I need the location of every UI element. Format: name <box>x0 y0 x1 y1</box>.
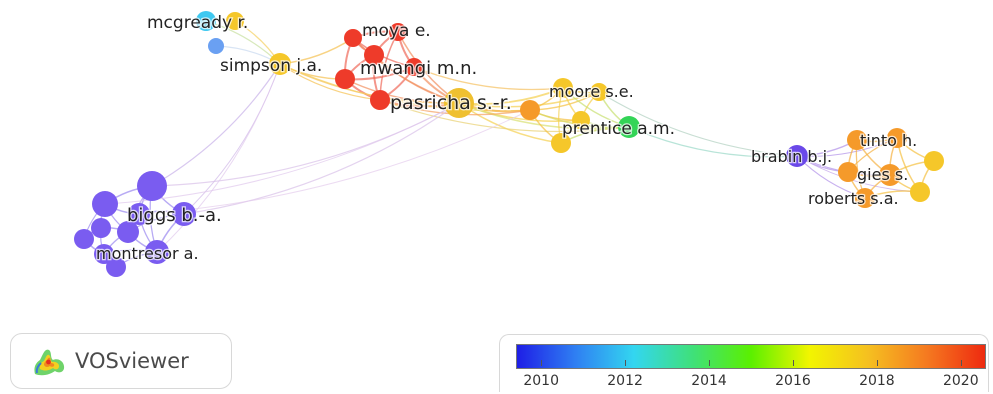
network-node[interactable] <box>335 69 355 89</box>
network-node[interactable] <box>91 218 111 238</box>
legend-tick-mark <box>541 360 543 366</box>
legend-tick-mark <box>960 360 962 366</box>
label-biggs[interactable]: biggs b.-a. <box>126 204 223 228</box>
label-simpson[interactable]: simpson j.a. <box>219 55 324 78</box>
label-brabin[interactable]: brabin b.j. <box>750 146 834 168</box>
network-node[interactable] <box>128 203 150 225</box>
legend-tick-label: 2010 <box>523 373 559 389</box>
network-edge <box>628 126 798 158</box>
network-edge <box>151 63 281 187</box>
legend-tick-mark <box>876 360 878 366</box>
label-pasricha[interactable]: pasricha s.-r. <box>389 91 513 116</box>
vosviewer-logo-panel: VOSviewer <box>10 333 232 389</box>
label-layer: mcgready r. moya e. simpson j.a. mwangi … <box>95 12 919 265</box>
network-node[interactable] <box>590 83 608 101</box>
legend-tick-mark <box>792 360 794 366</box>
network-edge <box>183 63 281 215</box>
network-node[interactable] <box>106 257 126 277</box>
network-node[interactable] <box>370 90 390 110</box>
network-node[interactable] <box>405 58 423 76</box>
network-edge <box>151 102 460 187</box>
label-gies[interactable]: gies s. <box>856 164 910 186</box>
legend-gradient-bar <box>516 344 986 369</box>
legend-tick-label: 2020 <box>942 373 979 389</box>
color-legend: 2010 2012 2014 2016 2018 2020 <box>499 334 989 392</box>
network-node[interactable] <box>855 188 875 208</box>
network-node[interactable] <box>879 164 901 186</box>
network-edge <box>413 66 564 91</box>
network-node[interactable] <box>94 244 114 264</box>
network-node[interactable] <box>838 162 858 182</box>
node-layer <box>74 11 944 277</box>
network-node[interactable] <box>137 171 167 201</box>
network-node[interactable] <box>226 12 244 30</box>
network-node[interactable] <box>389 23 407 41</box>
network-node[interactable] <box>208 38 224 54</box>
network-node[interactable] <box>145 240 169 264</box>
label-moya[interactable]: moya e. <box>361 20 432 43</box>
network-edge <box>279 63 381 101</box>
network-node[interactable] <box>444 88 474 118</box>
network-node[interactable] <box>196 11 216 31</box>
network-node[interactable] <box>92 191 118 217</box>
network-edge <box>183 102 460 215</box>
network-node[interactable] <box>924 151 944 171</box>
legend-tick-mark <box>625 360 627 366</box>
network-edge <box>598 91 798 157</box>
legend-tick-label: 2014 <box>691 373 727 389</box>
network-node[interactable] <box>910 182 930 202</box>
label-moore[interactable]: moore s.e. <box>548 81 635 103</box>
label-tinto[interactable]: tinto h. <box>859 130 919 152</box>
legend-tick-mark <box>709 360 711 366</box>
vosviewer-logo-text: VOSviewer <box>75 349 189 373</box>
network-node[interactable] <box>74 229 94 249</box>
network-node[interactable] <box>572 111 590 129</box>
label-prentice[interactable]: prentice a.m. <box>561 118 677 141</box>
network-node[interactable] <box>117 221 139 243</box>
label-roberts[interactable]: roberts s.a. <box>807 188 900 210</box>
label-mcgready[interactable]: mcgready r. <box>146 12 250 35</box>
label-montresor[interactable]: montresor a. <box>95 243 200 265</box>
label-mwangi[interactable]: mwangi m.n. <box>359 57 479 81</box>
network-node[interactable] <box>172 202 196 226</box>
network-node[interactable] <box>553 78 573 98</box>
network-edge <box>156 63 281 253</box>
network-node[interactable] <box>551 133 571 153</box>
vosviewer-logo-icon <box>34 349 65 376</box>
legend-tick-label: 2018 <box>859 373 895 389</box>
network-edge <box>138 109 531 215</box>
network-node[interactable] <box>887 128 907 148</box>
network-node[interactable] <box>847 130 867 150</box>
network-node[interactable] <box>344 29 362 47</box>
network-node[interactable] <box>269 53 291 75</box>
network-node[interactable] <box>520 100 540 120</box>
legend-tick-label: 2016 <box>775 373 811 389</box>
network-node[interactable] <box>364 45 384 65</box>
legend-tick-label: 2012 <box>607 373 643 389</box>
network-node[interactable] <box>786 145 808 167</box>
edge-layer <box>83 20 935 268</box>
network-node[interactable] <box>618 116 640 138</box>
